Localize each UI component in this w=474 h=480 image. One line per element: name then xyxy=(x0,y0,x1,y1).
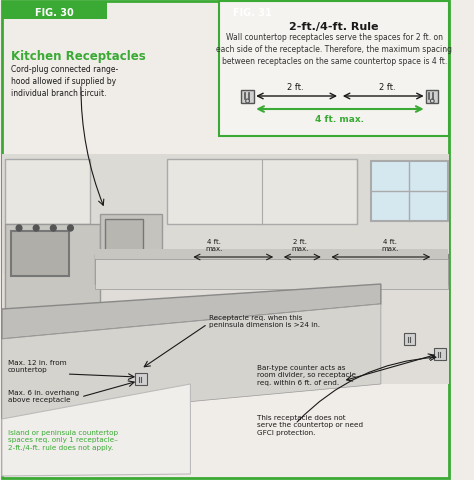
Bar xyxy=(5,160,91,225)
Bar xyxy=(426,90,438,103)
Bar xyxy=(135,373,146,385)
Text: Max. 12 in. from
countertop: Max. 12 in. from countertop xyxy=(8,359,66,373)
Bar xyxy=(105,219,143,254)
Text: Cord-plug connected range-
hood allowed if supplied by
individual branch circuit: Cord-plug connected range- hood allowed … xyxy=(11,65,119,97)
Text: Island or peninsula countertop
spaces req. only 1 receptacle–
2-ft./4-ft. rule d: Island or peninsula countertop spaces re… xyxy=(8,429,118,450)
Bar xyxy=(219,2,286,20)
Text: 2-ft./4-ft. Rule: 2-ft./4-ft. Rule xyxy=(290,22,379,32)
Circle shape xyxy=(33,226,39,231)
Text: Wall countertop receptacles serve the spaces for 2 ft. on
each side of the recep: Wall countertop receptacles serve the sp… xyxy=(216,33,452,65)
Circle shape xyxy=(50,226,56,231)
Bar xyxy=(219,2,449,137)
Bar xyxy=(167,160,357,225)
Polygon shape xyxy=(95,254,447,285)
Bar xyxy=(5,225,100,324)
Text: Bar-type counter acts as
room divider, so receptacle
req. within 6 ft. of end.: Bar-type counter acts as room divider, s… xyxy=(257,364,356,385)
Polygon shape xyxy=(2,285,381,339)
Text: Receptacle req. when this
peninsula dimension is >24 in.: Receptacle req. when this peninsula dime… xyxy=(210,314,320,328)
Bar xyxy=(404,333,415,345)
Bar xyxy=(371,162,447,222)
Bar xyxy=(2,155,449,384)
Text: 2 ft.
max.: 2 ft. max. xyxy=(291,239,309,252)
Text: FIG. 31: FIG. 31 xyxy=(233,8,272,18)
Circle shape xyxy=(16,226,22,231)
Bar xyxy=(241,90,254,103)
Bar xyxy=(434,348,446,360)
Bar xyxy=(11,231,69,276)
Polygon shape xyxy=(95,260,447,289)
Text: 2 ft.: 2 ft. xyxy=(287,83,303,92)
Polygon shape xyxy=(2,304,381,419)
Text: 4 ft.
max.: 4 ft. max. xyxy=(206,239,223,252)
Text: Max. 6 in. overhang
above receptacle: Max. 6 in. overhang above receptacle xyxy=(8,389,79,403)
Bar xyxy=(100,215,162,269)
Circle shape xyxy=(68,226,73,231)
Text: 4 ft.
max.: 4 ft. max. xyxy=(382,239,399,252)
Text: Kitchen Receptacles: Kitchen Receptacles xyxy=(11,50,146,63)
Polygon shape xyxy=(95,250,447,260)
Text: This receptacle does not
serve the countertop or need
GFCI protection.: This receptacle does not serve the count… xyxy=(257,414,363,435)
Text: 2 ft.: 2 ft. xyxy=(379,83,396,92)
Bar xyxy=(2,2,107,20)
Polygon shape xyxy=(2,384,191,476)
Text: FIG. 30: FIG. 30 xyxy=(35,8,73,18)
Text: 4 ft. max.: 4 ft. max. xyxy=(315,115,365,124)
Bar xyxy=(2,155,449,275)
